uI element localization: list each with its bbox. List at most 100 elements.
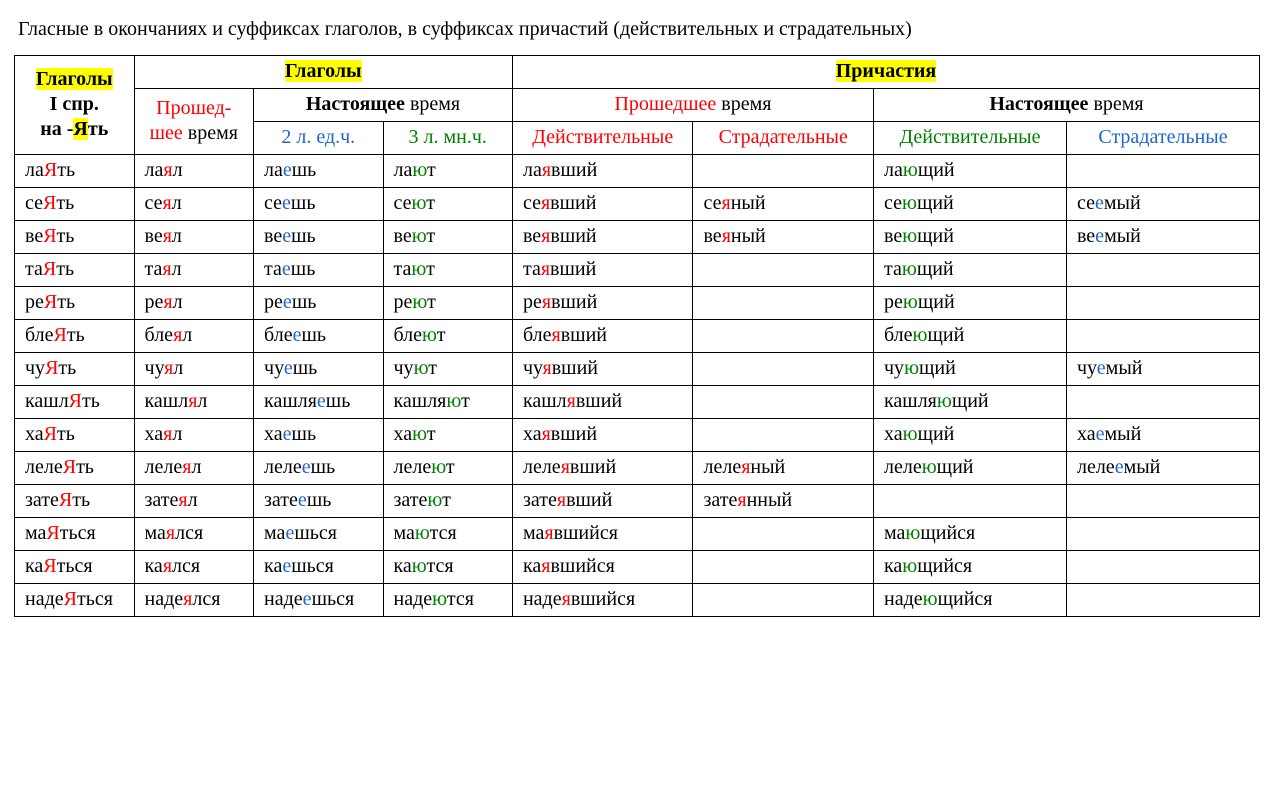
table-cell: сеяный [693, 188, 874, 221]
table-cell: сеющий [874, 188, 1067, 221]
table-row: сеЯтьсеялсеешьсеютсеявшийсеяныйсеющийсее… [15, 188, 1260, 221]
page-title: Гласные в окончаниях и суффиксах глаголо… [18, 18, 1260, 41]
table-cell: сеемый [1066, 188, 1259, 221]
table-row: реЯтьреялреешьреютреявшийреющий [15, 287, 1260, 320]
table-cell: веяный [693, 221, 874, 254]
table-cell [1066, 584, 1259, 617]
table-cell: кашляющий [874, 386, 1067, 419]
table-cell: таешь [254, 254, 383, 287]
table-cell: хающий [874, 419, 1067, 452]
table-cell [693, 386, 874, 419]
table-cell: блеющий [874, 320, 1067, 353]
header-verbs-group: Глаголы [134, 56, 512, 89]
table-cell [693, 353, 874, 386]
table-cell: сеют [383, 188, 512, 221]
grammar-table: Глаголы I спр. на -Ять Глаголы Причастия… [14, 55, 1260, 617]
table-cell: кашляешь [254, 386, 383, 419]
table-cell: лелеющий [874, 452, 1067, 485]
table-cell: веемый [1066, 221, 1259, 254]
table-cell: лаешь [254, 155, 383, 188]
table-cell: чуешь [254, 353, 383, 386]
header-present-tense-verbs: Настоящее время [254, 89, 513, 122]
table-row: таЯтьтаялтаешьтаюттаявшийтающий [15, 254, 1260, 287]
table-cell [874, 485, 1067, 518]
table-body: лаЯтьлаяллаешьлаютлаявшийлающийсеЯтьсеял… [15, 155, 1260, 617]
table-cell: таявший [512, 254, 693, 287]
table-cell: реют [383, 287, 512, 320]
table-cell: блеявший [512, 320, 693, 353]
table-cell [693, 419, 874, 452]
header-past-tense: Прошед- шее время [134, 89, 254, 155]
table-cell: маются [383, 518, 512, 551]
table-cell [693, 254, 874, 287]
table-cell: веял [134, 221, 254, 254]
table-cell: веющий [874, 221, 1067, 254]
table-cell: каются [383, 551, 512, 584]
table-cell: лелеяный [693, 452, 874, 485]
table-cell: затеявший [512, 485, 693, 518]
table-cell: лелеял [134, 452, 254, 485]
table-cell: надеявшийся [512, 584, 693, 617]
table-header: Глаголы I спр. на -Ять Глаголы Причастия… [15, 56, 1260, 155]
table-cell: чуЯть [15, 353, 135, 386]
table-cell: затеянный [693, 485, 874, 518]
table-cell: хаЯть [15, 419, 135, 452]
table-cell: реял [134, 287, 254, 320]
table-cell: каЯться [15, 551, 135, 584]
table-cell: затеешь [254, 485, 383, 518]
table-cell: лелеявший [512, 452, 693, 485]
table-cell: кашляют [383, 386, 512, 419]
table-cell: лелеют [383, 452, 512, 485]
table-cell: хаявший [512, 419, 693, 452]
table-cell: чующий [874, 353, 1067, 386]
table-cell [1066, 155, 1259, 188]
table-cell: хаешь [254, 419, 383, 452]
table-cell [1066, 485, 1259, 518]
table-cell: лелеемый [1066, 452, 1259, 485]
table-cell: чуемый [1066, 353, 1259, 386]
table-cell [1066, 254, 1259, 287]
table-cell: хаемый [1066, 419, 1259, 452]
table-cell: реешь [254, 287, 383, 320]
table-cell: надеешься [254, 584, 383, 617]
table-row: кашлЯтькашлялкашляешькашляюткашлявшийкаш… [15, 386, 1260, 419]
header-pres-active: Действительные [874, 122, 1067, 155]
table-cell: реющий [874, 287, 1067, 320]
table-cell [1066, 287, 1259, 320]
table-row: надеЯтьсянадеялсянадеешьсянадеютсянадеяв… [15, 584, 1260, 617]
table-cell: веявший [512, 221, 693, 254]
table-cell: маявшийся [512, 518, 693, 551]
table-cell: надеющийся [874, 584, 1067, 617]
table-row: веЯтьвеялвеешьвеютвеявшийвеяныйвеющийвее… [15, 221, 1260, 254]
table-cell: блеЯть [15, 320, 135, 353]
table-cell: лаявший [512, 155, 693, 188]
header-present-tense-part: Настоящее время [874, 89, 1260, 122]
table-cell: сеешь [254, 188, 383, 221]
table-cell: таЯть [15, 254, 135, 287]
table-cell: лелеешь [254, 452, 383, 485]
header-past-tense-part: Прошедшее время [512, 89, 873, 122]
table-cell [693, 584, 874, 617]
table-cell: блеешь [254, 320, 383, 353]
table-cell: каялся [134, 551, 254, 584]
table-cell: мающийся [874, 518, 1067, 551]
table-cell: блеял [134, 320, 254, 353]
table-cell: таял [134, 254, 254, 287]
table-cell: затеЯть [15, 485, 135, 518]
table-row: каЯтьсякаялсякаешьсякаютсякаявшийсякающи… [15, 551, 1260, 584]
table-cell: маЯться [15, 518, 135, 551]
table-cell: веют [383, 221, 512, 254]
header-past-active: Действительные [512, 122, 693, 155]
table-cell [1066, 320, 1259, 353]
table-cell: кашлявший [512, 386, 693, 419]
header-3pl: 3 л. мн.ч. [383, 122, 512, 155]
table-cell: сеявший [512, 188, 693, 221]
table-cell [1066, 386, 1259, 419]
table-cell: кашлял [134, 386, 254, 419]
table-row: хаЯтьхаялхаешьхаютхаявшийхающийхаемый [15, 419, 1260, 452]
table-cell: затеют [383, 485, 512, 518]
table-cell: реЯть [15, 287, 135, 320]
table-cell [1066, 518, 1259, 551]
table-row: блеЯтьблеялблеешьблеютблеявшийблеющий [15, 320, 1260, 353]
header-pres-passive: Страдательные [1066, 122, 1259, 155]
